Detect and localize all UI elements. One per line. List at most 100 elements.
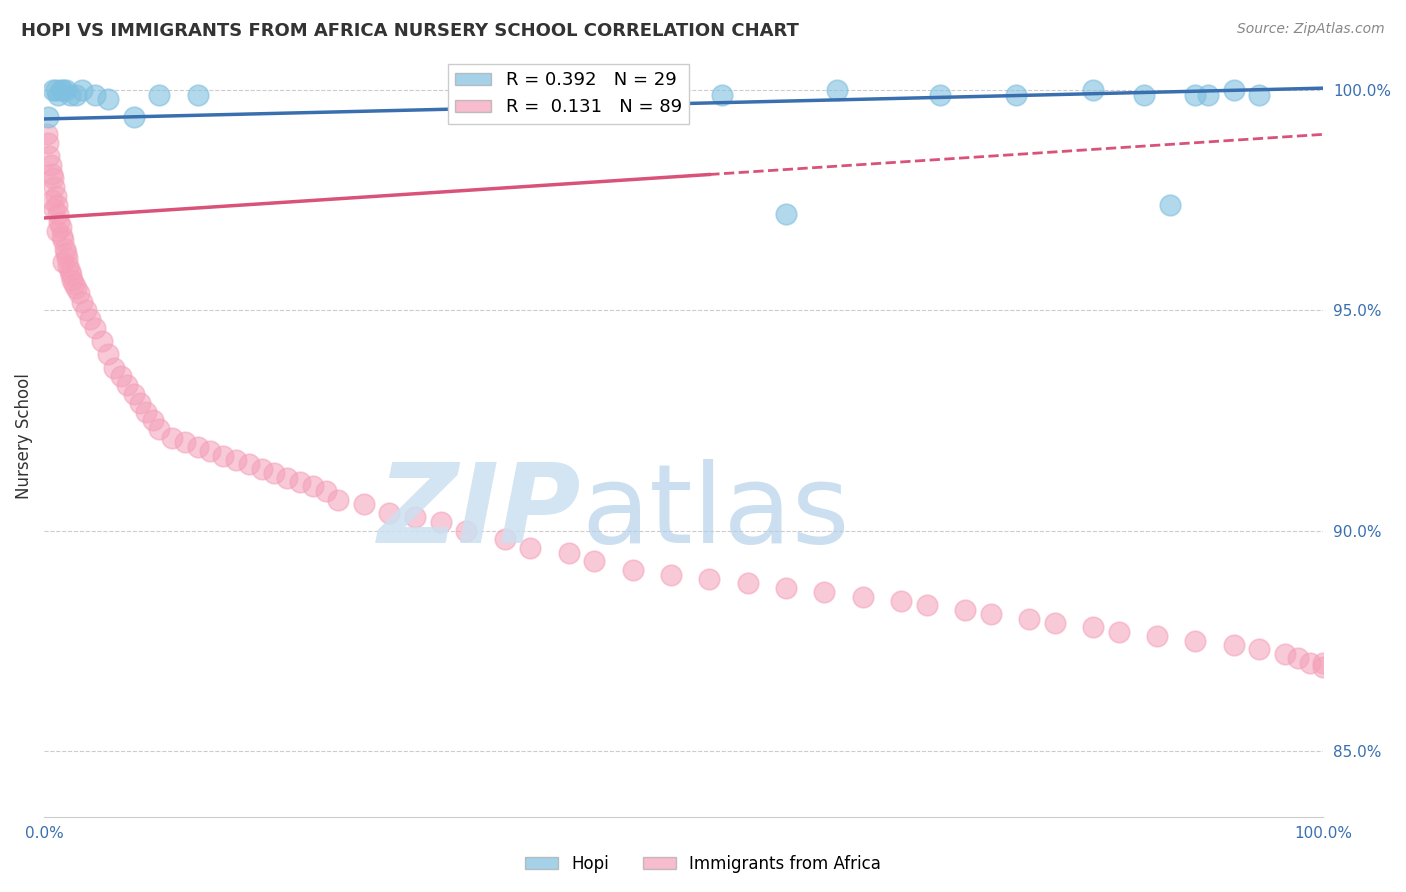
Point [1249, 642, 1271, 657]
Point [1133, 87, 1156, 102]
Point [1184, 87, 1206, 102]
Point [110, 369, 132, 384]
Point [980, 607, 1002, 621]
Point [852, 590, 875, 604]
Point [37, 110, 59, 124]
Point [813, 585, 835, 599]
Point [1299, 656, 1322, 670]
Point [775, 206, 797, 220]
Point [59, 268, 82, 283]
Point [42, 171, 65, 186]
Point [45, 198, 67, 212]
Point [697, 572, 720, 586]
Point [44, 202, 66, 217]
Point [129, 396, 152, 410]
Point [1197, 87, 1219, 102]
Point [41, 167, 63, 181]
Point [79, 312, 101, 326]
Point [1184, 633, 1206, 648]
Point [353, 497, 375, 511]
Point [1108, 624, 1130, 639]
Point [225, 453, 247, 467]
Point [67, 285, 90, 300]
Point [1312, 656, 1334, 670]
Point [62, 277, 84, 291]
Point [890, 594, 912, 608]
Point [288, 475, 311, 489]
Point [45, 224, 67, 238]
Point [148, 87, 170, 102]
Point [378, 506, 401, 520]
Point [200, 444, 222, 458]
Point [328, 492, 350, 507]
Point [84, 321, 107, 335]
Point [1146, 629, 1168, 643]
Point [315, 483, 337, 498]
Point [621, 563, 644, 577]
Point [39, 158, 62, 172]
Point [55, 83, 77, 97]
Point [915, 599, 938, 613]
Point [142, 413, 165, 427]
Point [187, 440, 209, 454]
Text: Source: ZipAtlas.com: Source: ZipAtlas.com [1237, 22, 1385, 37]
Point [122, 387, 145, 401]
Point [65, 281, 87, 295]
Point [51, 228, 73, 243]
Point [173, 435, 195, 450]
Point [953, 603, 976, 617]
Point [263, 467, 285, 481]
Text: ZIP: ZIP [378, 458, 581, 566]
Point [301, 479, 323, 493]
Point [494, 533, 516, 547]
Point [84, 87, 107, 102]
Point [583, 554, 606, 568]
Point [1249, 87, 1271, 102]
Point [122, 110, 145, 124]
Point [429, 515, 451, 529]
Point [1081, 620, 1104, 634]
Point [45, 189, 67, 203]
Point [1312, 660, 1334, 674]
Point [117, 378, 139, 392]
Point [72, 83, 94, 97]
Point [135, 405, 157, 419]
Point [52, 255, 75, 269]
Point [59, 87, 82, 102]
Point [42, 83, 65, 97]
Point [46, 87, 69, 102]
Text: atlas: atlas [581, 458, 849, 566]
Point [58, 260, 80, 274]
Point [825, 83, 848, 97]
Point [1043, 615, 1066, 630]
Point [35, 128, 58, 142]
Point [1222, 83, 1244, 97]
Point [49, 83, 72, 97]
Point [456, 524, 478, 538]
Point [46, 206, 69, 220]
Point [1286, 651, 1309, 665]
Point [250, 462, 273, 476]
Point [160, 431, 183, 445]
Point [1222, 638, 1244, 652]
Point [1005, 87, 1028, 102]
Point [187, 87, 209, 102]
Point [52, 83, 75, 97]
Point [276, 471, 298, 485]
Point [238, 458, 260, 472]
Point [659, 567, 682, 582]
Point [48, 215, 70, 229]
Point [37, 136, 59, 151]
Point [1018, 611, 1040, 625]
Point [90, 334, 112, 349]
Point [53, 242, 76, 256]
Point [45, 83, 67, 97]
Y-axis label: Nursery School: Nursery School [15, 373, 32, 499]
Point [148, 422, 170, 436]
Point [103, 360, 125, 375]
Legend: Hopi, Immigrants from Africa: Hopi, Immigrants from Africa [519, 848, 887, 880]
Point [52, 233, 75, 247]
Point [737, 576, 759, 591]
Point [75, 303, 97, 318]
Point [97, 92, 120, 106]
